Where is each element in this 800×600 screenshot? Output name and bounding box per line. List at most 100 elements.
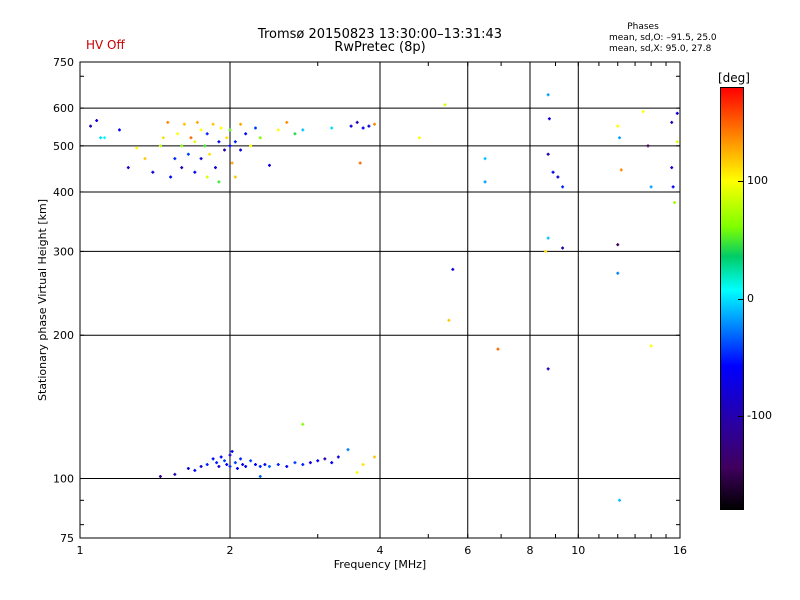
data-point [193,468,197,472]
data-point [673,201,677,205]
data-point [228,144,232,148]
data-point [189,136,193,140]
data-point [616,243,620,247]
x-tick-label: 2 [227,544,234,557]
data-point [233,140,237,144]
data-point [547,117,551,121]
colorbar-tick [738,298,744,300]
y-tick-label: 75 [60,532,74,545]
data-point [195,120,199,124]
data-point [135,146,139,150]
data-point [616,271,620,275]
stats-o-mode: mean, sd,O: –91.5, 25.0 [609,33,717,43]
data-point [330,461,334,465]
data-point [228,464,232,468]
data-point [301,422,305,426]
data-point [151,170,155,174]
data-point [193,170,197,174]
data-point [244,132,248,136]
data-point [646,144,650,148]
data-point [546,93,550,97]
data-point [203,144,207,148]
data-point [355,470,359,474]
data-point [253,463,257,467]
data-point [208,152,212,156]
data-point [233,175,237,179]
data-point [258,136,262,140]
data-point [117,128,121,132]
data-point [336,455,340,459]
data-point [443,103,447,107]
data-point [186,152,190,156]
data-point [308,461,312,465]
data-point [349,124,353,128]
y-tick-label: 200 [53,329,74,342]
x-tick-label: 8 [527,544,534,557]
data-point [546,152,550,156]
data-point [276,128,280,132]
data-point [258,474,262,478]
data-point [483,180,487,184]
chart-subtitle: RwPretec (8p) [334,40,426,55]
data-point [293,132,297,136]
data-point [551,170,555,174]
data-point [417,136,421,140]
data-point [546,367,550,371]
y-tick-label: 400 [53,186,74,199]
y-tick-label: 600 [53,102,74,115]
colorbar-tick-label: 0 [747,291,754,305]
data-point [173,157,177,161]
stats-heading: Phases [627,22,659,32]
data-point [205,132,209,136]
data-point [483,157,487,161]
data-point [225,136,229,140]
data-point [293,461,297,465]
data-point [649,185,653,189]
data-point [239,148,243,152]
data-point [158,144,162,148]
data-point [180,166,184,170]
data-point [285,120,289,124]
data-point [301,128,305,132]
data-point [230,449,234,453]
data-point [217,140,221,144]
data-point [249,144,253,148]
data-point [173,472,177,476]
data-point [616,124,620,128]
data-point [89,124,93,128]
data-point [199,128,203,132]
data-point [561,246,565,250]
data-point [239,457,243,461]
data-point [675,111,679,115]
data-point [556,175,560,179]
x-tick-label: 16 [673,544,687,557]
data-point [215,461,219,465]
data-point [249,459,253,463]
data-point [670,166,674,170]
data-point [346,448,350,452]
data-point [235,466,239,470]
data-point [253,126,257,130]
data-point [447,318,451,322]
data-point [316,459,320,463]
data-point [143,157,147,161]
data-point [161,136,165,140]
data-point [675,140,679,144]
data-point [244,464,248,468]
data-point [158,474,162,478]
data-point [618,136,622,140]
data-point [285,464,289,468]
data-point [230,161,234,165]
data-point [361,463,365,467]
y-tick-label: 100 [53,473,74,486]
data-point [217,464,221,468]
data-point [323,457,327,461]
data-point [228,453,232,457]
data-point [193,140,197,144]
data-point [367,124,371,128]
colorbar-tick [738,416,744,417]
data-point [373,122,377,126]
x-tick-label: 10 [571,544,585,557]
data-point [169,175,173,179]
colorbar-tick-label: -100 [747,409,772,422]
